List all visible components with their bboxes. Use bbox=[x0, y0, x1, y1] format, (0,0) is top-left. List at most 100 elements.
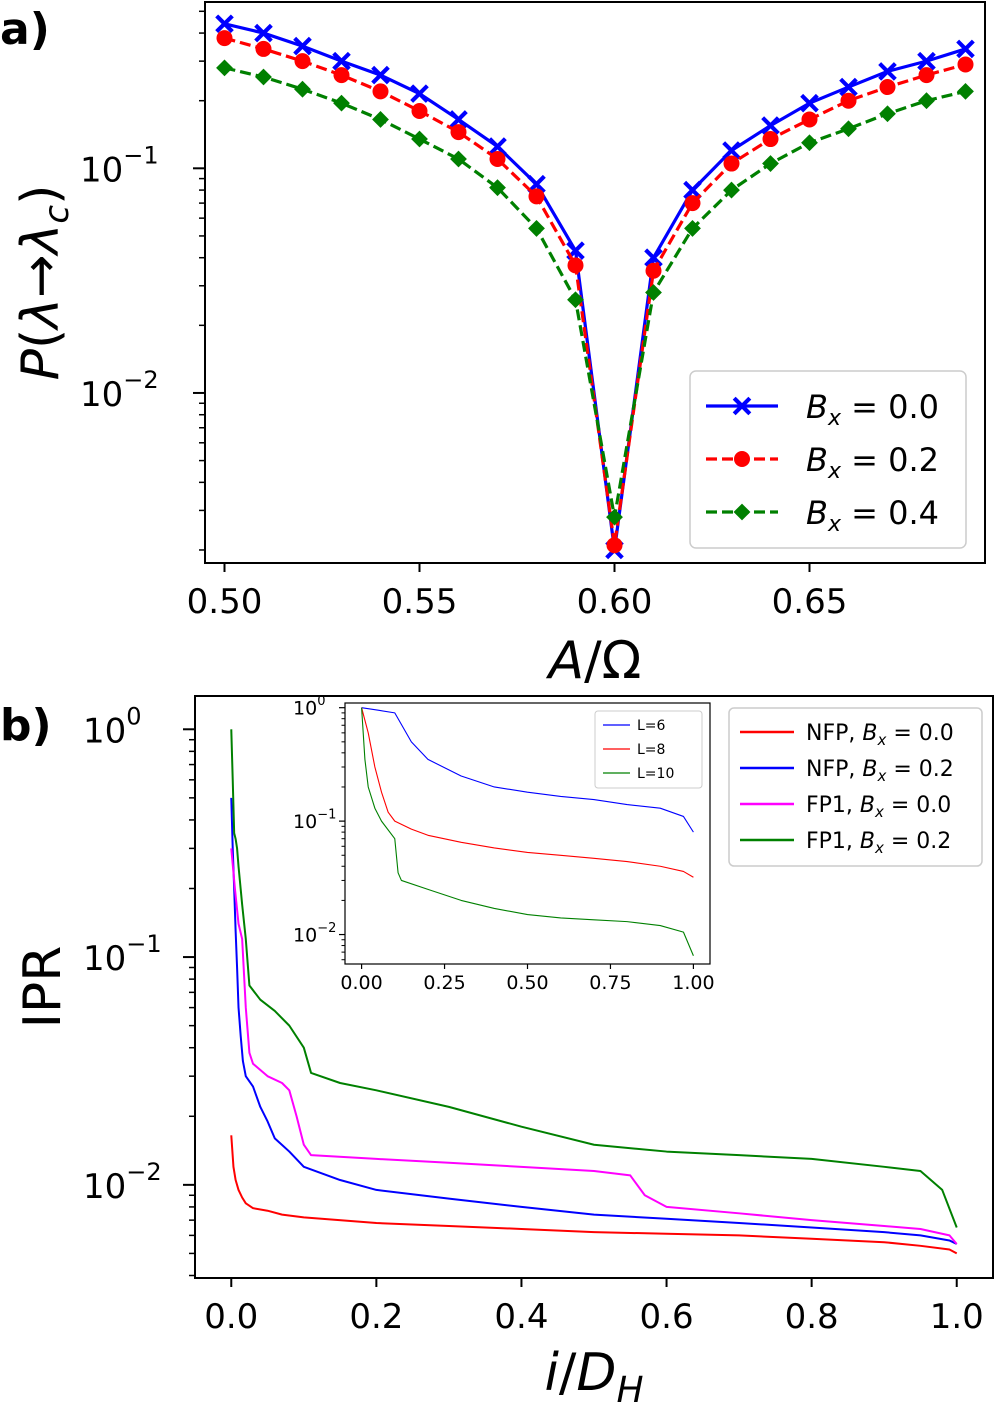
data-point bbox=[411, 130, 428, 148]
data-point bbox=[957, 82, 974, 100]
data-point bbox=[645, 284, 662, 301]
data-point bbox=[332, 51, 351, 71]
data-point bbox=[254, 23, 273, 43]
x-tick-label: 0.6 bbox=[640, 1297, 694, 1337]
data-point bbox=[449, 110, 468, 129]
data-point bbox=[294, 80, 311, 98]
data-point bbox=[723, 181, 740, 199]
x-tick-label: 0.50 bbox=[506, 972, 548, 994]
data-point bbox=[488, 137, 507, 156]
data-point bbox=[840, 120, 857, 138]
data-point bbox=[644, 248, 663, 268]
legend: Bx = 0.0 Bx = 0.2 Bx = 0.4 bbox=[689, 370, 967, 549]
x-tick-label: 0.65 bbox=[772, 582, 848, 622]
data-point bbox=[216, 30, 233, 47]
legend: NFP, Bx = 0.0 NFP, Bx = 0.2 FP1, Bx = 0.0 F… bbox=[728, 707, 983, 867]
data-point bbox=[956, 39, 975, 59]
y-tick-label: 10−2 bbox=[293, 921, 336, 947]
data-point bbox=[917, 51, 936, 71]
series-line-2 bbox=[224, 66, 966, 518]
data-point bbox=[489, 151, 506, 168]
data-point bbox=[840, 92, 857, 109]
data-point bbox=[918, 67, 935, 84]
data-point bbox=[528, 188, 545, 205]
data-point bbox=[762, 155, 779, 172]
panel-a: a) 0.50 0.55 0.60 0.65 10−1 10−2P(λ→λc) A/Ω Bx =… bbox=[0, 1, 986, 691]
data-point bbox=[527, 174, 546, 194]
data-point bbox=[450, 124, 467, 141]
data-point bbox=[371, 65, 390, 85]
data-point bbox=[722, 141, 741, 160]
data-point bbox=[216, 59, 233, 77]
data-point bbox=[957, 56, 974, 73]
y-axis-label: P(λ→λc) bbox=[11, 185, 77, 381]
series-line-0 bbox=[230, 1135, 958, 1255]
data-point bbox=[800, 93, 819, 113]
inset-series-line-1 bbox=[361, 707, 694, 878]
legend-frame bbox=[728, 707, 983, 867]
legend-entry: Bx = 0.4 bbox=[806, 494, 939, 537]
data-point bbox=[567, 291, 584, 309]
data-point bbox=[878, 62, 897, 81]
data-point bbox=[761, 116, 780, 135]
inset-legend-entry: L=8 bbox=[637, 742, 665, 758]
data-point bbox=[333, 67, 350, 84]
legend-entry: Bx = 0.0 bbox=[806, 388, 939, 431]
data-point bbox=[489, 179, 506, 197]
legend-frame bbox=[689, 370, 967, 549]
data-point bbox=[606, 508, 623, 526]
data-point bbox=[801, 134, 818, 152]
x-axis-label: i/DH bbox=[544, 1343, 643, 1405]
data-point bbox=[645, 262, 662, 279]
data-point bbox=[684, 220, 701, 237]
y-tick-label: 100 bbox=[83, 702, 142, 751]
x-tick-label: 0.4 bbox=[494, 1297, 548, 1337]
y-tick-label: 10−1 bbox=[293, 807, 336, 833]
data-point bbox=[294, 53, 311, 70]
panel-a-frame bbox=[204, 1, 986, 564]
legend-entry: NFP, Bx = 0.0 bbox=[806, 721, 954, 749]
panel-b-inset: 0.00 0.25 0.50 0.75 1.00 100 10−1 10−2 L=6 L=8 L=1… bbox=[288, 694, 726, 1002]
panel-a-label: a) bbox=[0, 4, 50, 55]
inset-legend-entry: L=10 bbox=[637, 766, 674, 782]
y-tick-label: 10−2 bbox=[83, 1158, 162, 1207]
legend-marker bbox=[732, 396, 752, 416]
y-tick-label: 100 bbox=[293, 694, 325, 720]
y-axis-label: IPR bbox=[13, 946, 73, 1029]
x-tick-label: 0.55 bbox=[382, 582, 458, 622]
x-tick-label: 1.0 bbox=[930, 1297, 984, 1337]
inset-legend-entry: L=6 bbox=[637, 718, 666, 734]
panel-b: b) 0.0 0.2 0.4 0.6 0.8 1.0 100 10−1 10−2 IPR i/DH NF… bbox=[0, 695, 994, 1405]
inset-legend: L=6 L=8 L=10 bbox=[594, 710, 703, 789]
x-tick-label: 0.00 bbox=[340, 972, 382, 994]
x-tick-label: 0.50 bbox=[187, 582, 263, 622]
series-line-2 bbox=[230, 848, 958, 1245]
data-point bbox=[411, 102, 428, 119]
x-tick-label: 0.8 bbox=[785, 1297, 839, 1337]
panel-b-frame bbox=[194, 695, 994, 1279]
inset-legend-frame bbox=[594, 710, 703, 789]
data-point bbox=[333, 94, 350, 112]
series-line-3 bbox=[230, 729, 958, 1228]
data-point bbox=[839, 77, 858, 97]
legend-entry: FP1, Bx = 0.0 bbox=[806, 793, 951, 821]
data-point bbox=[723, 155, 740, 172]
inset-series-line-2 bbox=[361, 707, 694, 956]
x-tick-label: 0.25 bbox=[423, 972, 465, 994]
data-point bbox=[879, 79, 896, 96]
data-point bbox=[683, 180, 702, 200]
data-point bbox=[762, 131, 779, 148]
legend-entry: Bx = 0.2 bbox=[806, 441, 939, 484]
data-point bbox=[879, 105, 896, 123]
data-point bbox=[293, 36, 312, 56]
data-point bbox=[684, 195, 701, 212]
data-point bbox=[567, 257, 584, 274]
data-point bbox=[918, 92, 935, 110]
panel-b-label: b) bbox=[0, 700, 52, 751]
x-tick-label: 1.00 bbox=[672, 972, 714, 994]
x-tick-label: 0.60 bbox=[577, 582, 653, 622]
data-point bbox=[372, 111, 389, 128]
legend-marker bbox=[733, 503, 751, 521]
x-tick-label: 0.75 bbox=[589, 972, 631, 994]
inset-series-line-0 bbox=[361, 707, 694, 833]
